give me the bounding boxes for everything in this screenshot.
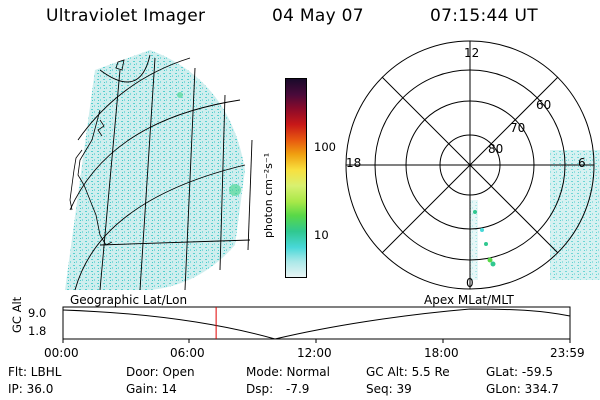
mlat-label-60: 60	[536, 98, 552, 112]
status-dsp-label: Dsp:	[246, 382, 274, 396]
mlt-label-12: 12	[464, 46, 480, 60]
apex-label: Apex MLat/MLT	[424, 293, 514, 307]
status-dsp-value: -7.9	[286, 382, 310, 396]
mlt-label-18: 18	[346, 156, 362, 170]
polar-plot	[345, 40, 600, 290]
status-gc-alt: GC Alt: 5.5 Re	[366, 365, 450, 379]
colorbar	[285, 78, 307, 278]
geographic-label: Geographic Lat/Lon	[70, 293, 188, 307]
x-tick-0: 00:00	[44, 346, 79, 360]
colorbar-unit-label: photon cm⁻²s⁻¹	[262, 152, 275, 238]
lat-lon-grid	[69, 54, 253, 291]
status-seq: Seq: 39	[366, 382, 412, 396]
instrument-title: Ultraviolet Imager	[46, 6, 206, 26]
colorbar-tick-100: 100	[314, 140, 336, 154]
alt-ymin: 1.8	[28, 324, 47, 338]
alt-ylabel: GC Alt	[10, 296, 24, 333]
uv-emission-field	[65, 50, 245, 290]
x-tick-2: 12:00	[297, 346, 332, 360]
altitude-plot	[62, 306, 571, 343]
date-label: 04 May 07	[272, 6, 364, 26]
status-door: Door: Open	[126, 365, 195, 379]
status-mode: Mode: Normal	[246, 365, 330, 379]
time-label: 07:15:44 UT	[430, 6, 538, 26]
mlat-label-70: 70	[510, 121, 526, 135]
alt-ymax: 9.0	[28, 306, 47, 320]
coastline	[69, 59, 125, 246]
mlt-label-0: 0	[466, 276, 474, 290]
x-tick-4: 23:59	[550, 346, 585, 360]
x-tick-3: 18:00	[424, 346, 459, 360]
status-glat: GLat: -59.5	[486, 365, 553, 379]
status-filter: Flt: LBHL	[8, 365, 62, 379]
status-gain: Gain: 14	[126, 382, 177, 396]
status-glon: GLon: 334.7	[486, 382, 559, 396]
colorbar-tick-10: 10	[314, 228, 329, 242]
x-tick-1: 06:00	[170, 346, 205, 360]
mlat-label-80: 80	[488, 142, 504, 156]
status-ip: IP: 36.0	[8, 382, 54, 396]
mlt-label-6: 6	[578, 156, 586, 170]
